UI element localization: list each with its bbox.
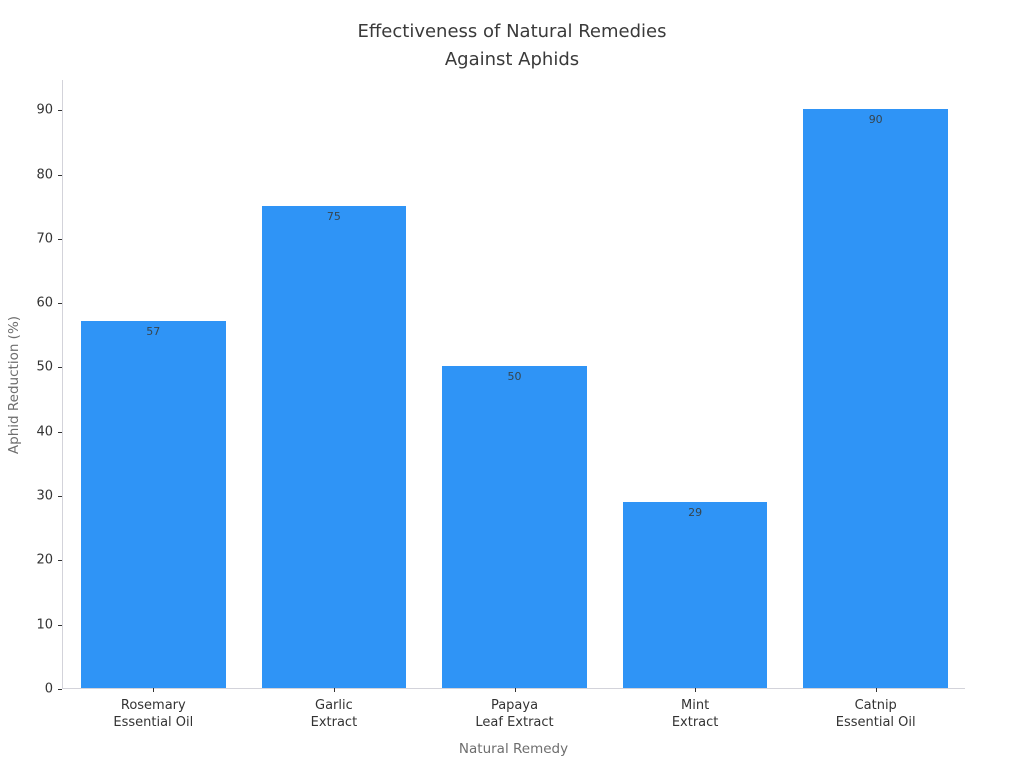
bar: 75 bbox=[261, 205, 407, 688]
bar-value-label: 57 bbox=[146, 325, 161, 339]
y-tick-label: 70 bbox=[36, 231, 53, 247]
bar-value-label: 75 bbox=[326, 209, 341, 223]
bar-value-label: 50 bbox=[507, 370, 522, 384]
y-tick-label: 60 bbox=[36, 295, 53, 311]
y-tick-mark bbox=[58, 431, 62, 433]
y-tick-mark bbox=[58, 238, 62, 240]
bar: 57 bbox=[81, 321, 226, 688]
x-tick-mark bbox=[333, 688, 335, 692]
x-tick-label: Rosemary Essential Oil bbox=[113, 698, 194, 730]
x-tick-label: Papaya Leaf Extract bbox=[475, 698, 554, 730]
bar: 50 bbox=[442, 366, 587, 688]
x-tick-label: Catnip Essential Oil bbox=[835, 698, 916, 730]
bar-value-label: 29 bbox=[688, 505, 703, 519]
y-tick-mark bbox=[58, 367, 62, 369]
y-tick-label: 0 bbox=[44, 681, 53, 697]
y-axis-label-wrap: Aphid Reduction (%) bbox=[0, 80, 28, 689]
y-tick-label: 10 bbox=[36, 617, 53, 633]
chart-title: Effectiveness of Natural Remedies Agains… bbox=[357, 21, 667, 70]
x-tick-label: Garlic Extract bbox=[310, 698, 358, 730]
y-tick-mark bbox=[58, 560, 62, 562]
x-tick-mark bbox=[695, 688, 697, 692]
y-tick-mark bbox=[58, 624, 62, 626]
x-tick-mark bbox=[875, 688, 877, 692]
x-axis-label: Natural Remedy bbox=[458, 741, 569, 757]
y-tick-mark bbox=[58, 303, 62, 305]
plot-area: 0 10 20 30 40 50 60 70 80 90 57 Rosemary Essential … bbox=[36, 80, 965, 730]
x-tick-mark bbox=[153, 688, 155, 692]
y-tick-mark bbox=[58, 110, 62, 112]
y-tick-label: 50 bbox=[36, 359, 53, 375]
y-tick-label: 20 bbox=[36, 552, 53, 568]
bar: 29 bbox=[622, 501, 768, 688]
y-tick-label: 80 bbox=[36, 167, 53, 183]
x-tick-mark bbox=[514, 688, 516, 692]
bar: 90 bbox=[803, 109, 948, 688]
y-tick-label: 40 bbox=[36, 424, 53, 440]
y-tick-label: 90 bbox=[36, 102, 53, 118]
y-tick-mark bbox=[58, 174, 62, 176]
y-tick-mark bbox=[58, 689, 62, 690]
bar-value-label: 90 bbox=[868, 113, 883, 127]
y-tick-mark bbox=[58, 496, 62, 498]
x-tick-label: Mint Extract bbox=[671, 698, 719, 730]
y-tick-label: 30 bbox=[36, 488, 53, 504]
y-axis-label: Aphid Reduction (%) bbox=[6, 315, 22, 454]
